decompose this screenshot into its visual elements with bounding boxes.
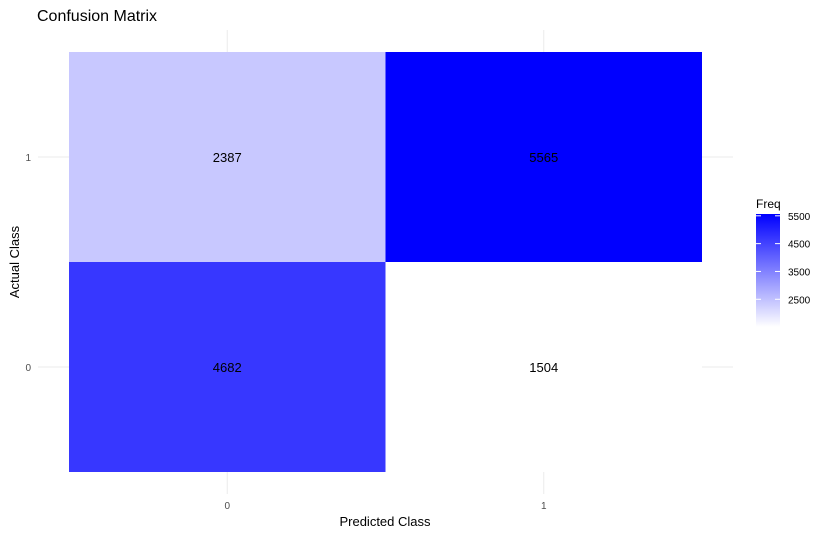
y-tick-label: 0 — [25, 363, 31, 374]
legend: Freq 2500 3500 4500 5500 — [756, 197, 811, 327]
legend-tick-label: 3500 — [788, 267, 811, 278]
y-axis-title: Actual Class — [7, 225, 22, 298]
legend-tick-label: 5500 — [788, 212, 811, 223]
x-tick-label: 1 — [541, 501, 547, 512]
legend-colorbar — [756, 214, 780, 327]
x-tick-label: 0 — [224, 501, 230, 512]
x-axis-title: Predicted Class — [339, 514, 431, 529]
heatmap-cell-actual-0-predicted-1 — [385, 262, 702, 472]
legend-title: Freq — [756, 197, 781, 211]
legend-tick-label: 2500 — [788, 295, 811, 306]
chart-title: Confusion Matrix — [37, 8, 157, 25]
cell-labels: 2387 5565 4682 1504 — [213, 150, 558, 375]
cell-value-label: 4682 — [213, 360, 242, 375]
heatmap-cells — [69, 52, 702, 472]
y-tick-label: 1 — [25, 153, 31, 164]
cell-value-label: 1504 — [529, 360, 558, 375]
legend-ticks: 2500 3500 4500 5500 — [756, 212, 811, 306]
legend-tick-label: 4500 — [788, 240, 811, 251]
y-axis-ticks: 01 — [25, 153, 31, 374]
cell-value-label: 5565 — [529, 150, 558, 165]
heatmap-cell-actual-1-predicted-1 — [385, 52, 702, 262]
heatmap-cell-actual-1-predicted-0 — [69, 52, 386, 262]
cell-value-label: 2387 — [213, 150, 242, 165]
heatmap-cell-actual-0-predicted-0 — [69, 262, 386, 472]
